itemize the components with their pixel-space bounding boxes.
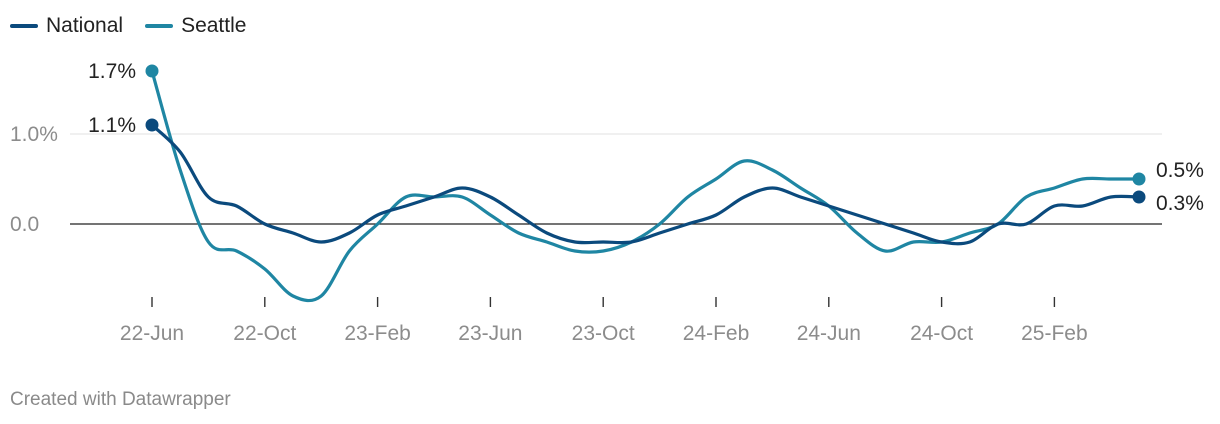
legend-swatch-national <box>10 24 38 28</box>
start-point-seattle <box>145 64 159 78</box>
end-point-seattle <box>1132 172 1146 186</box>
x-tick-label: 25-Feb <box>1021 322 1088 345</box>
x-tick-label: 24-Oct <box>910 322 973 345</box>
series-line-national <box>150 123 1141 246</box>
start-label-seattle: 1.7% <box>88 60 136 83</box>
legend-label-national: National <box>46 14 124 37</box>
footer-credit: Created with Datawrapper <box>10 389 231 410</box>
x-tick-label: 23-Oct <box>572 322 635 345</box>
legend-item-seattle[interactable]: Seattle <box>145 14 246 38</box>
start-label-national: 1.1% <box>88 114 136 137</box>
end-label-seattle: 0.5% <box>1156 159 1204 182</box>
legend-item-national[interactable]: National <box>10 14 123 38</box>
x-tick-label: 23-Jun <box>458 322 522 345</box>
y-tick-label: 0.0 <box>10 213 39 236</box>
legend-label-seattle: Seattle <box>181 14 247 37</box>
end-point-national <box>1132 190 1146 204</box>
legend-swatch-seattle <box>145 24 174 28</box>
x-tick-label: 22-Jun <box>120 322 184 345</box>
y-tick-label: 1.0% <box>10 123 58 146</box>
x-tick-label: 23-Feb <box>344 322 411 345</box>
x-tick-label: 22-Oct <box>233 322 296 345</box>
x-tick-label: 24-Jun <box>797 322 861 345</box>
x-tick-label: 24-Feb <box>683 322 750 345</box>
end-label-national: 0.3% <box>1156 192 1204 215</box>
start-point-national <box>145 118 159 132</box>
series-line-seattle <box>150 69 1141 303</box>
legend: National Seattle <box>10 14 246 38</box>
